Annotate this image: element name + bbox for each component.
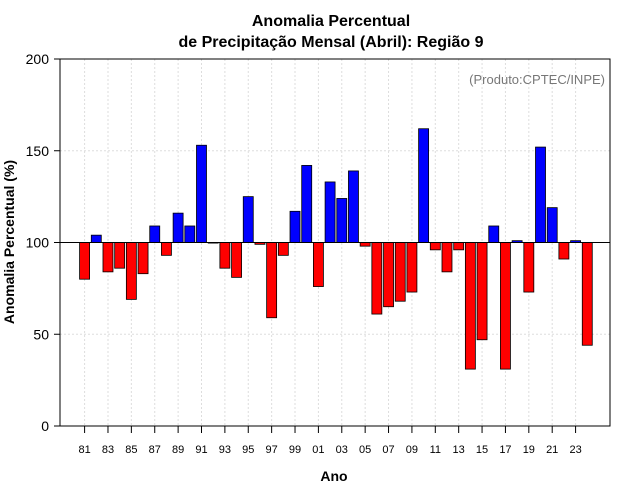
bar-1995 bbox=[242, 196, 254, 243]
bar-1986 bbox=[137, 242, 149, 275]
bar-2017 bbox=[500, 242, 511, 370]
bar-2021 bbox=[546, 207, 558, 243]
bar-2008 bbox=[394, 242, 406, 302]
bar-2024 bbox=[581, 242, 593, 346]
bar-1999 bbox=[289, 210, 301, 243]
x-tick-label: 05 bbox=[359, 444, 371, 456]
bar-2011 bbox=[429, 242, 441, 251]
y-tick-label: 0 bbox=[41, 418, 49, 434]
bar-1982 bbox=[90, 234, 102, 243]
chart-title-line2: de Precipitação Mensal (Abril): Região 9 bbox=[179, 34, 484, 51]
x-tick-label: 83 bbox=[102, 444, 114, 456]
x-tick-label: 21 bbox=[546, 444, 558, 456]
x-tick-label: 81 bbox=[78, 444, 90, 456]
x-tick-label: 13 bbox=[453, 444, 465, 456]
bar-2006 bbox=[371, 242, 383, 315]
x-tick-label: 97 bbox=[266, 444, 278, 456]
x-tick-label: 89 bbox=[172, 444, 184, 456]
x-tick-label: 11 bbox=[430, 444, 441, 456]
x-tick-label: 15 bbox=[476, 444, 488, 456]
bar-2015 bbox=[476, 242, 488, 341]
x-tick-label: 17 bbox=[499, 444, 511, 456]
bar-1993 bbox=[219, 242, 231, 269]
bar-2002 bbox=[324, 181, 336, 243]
bar-2020 bbox=[535, 146, 546, 243]
x-tick-label: 01 bbox=[312, 444, 324, 456]
bar-2019 bbox=[523, 242, 535, 293]
bar-2012 bbox=[441, 242, 453, 273]
x-axis: 81 83 85 87 89 91 93 95 97 99 01 03 05 07 09 11 13 15 17 19… bbox=[78, 426, 582, 456]
x-tick-label: 99 bbox=[289, 444, 301, 456]
bar-2003 bbox=[336, 198, 348, 243]
bar-2005 bbox=[359, 242, 371, 247]
y-tick-label: 50 bbox=[33, 326, 49, 342]
y-tick-label: 200 bbox=[26, 51, 50, 67]
bar-1991 bbox=[196, 144, 207, 243]
bar-2016 bbox=[488, 225, 500, 243]
bar-2001 bbox=[312, 242, 324, 287]
bar-2010 bbox=[418, 128, 430, 243]
y-tick-label: 150 bbox=[26, 143, 50, 159]
x-tick-label: 23 bbox=[569, 444, 581, 456]
bar-2007 bbox=[383, 242, 394, 308]
y-tick-label: 100 bbox=[26, 235, 50, 251]
bar-1998 bbox=[277, 242, 289, 256]
x-tick-label: 85 bbox=[125, 444, 137, 456]
x-tick-label: 91 bbox=[195, 444, 207, 456]
bar-1994 bbox=[231, 242, 242, 278]
bar-2014 bbox=[464, 242, 476, 370]
y-axis: 0 50 100 150 200 bbox=[26, 51, 60, 434]
bar-1988 bbox=[161, 242, 172, 256]
x-tick-label: 03 bbox=[336, 444, 348, 456]
bar-1983 bbox=[102, 242, 114, 273]
x-tick-label: 87 bbox=[149, 444, 161, 456]
x-tick-label: 09 bbox=[406, 444, 418, 456]
bars bbox=[79, 128, 593, 370]
bar-2004 bbox=[348, 170, 359, 243]
credit-label: (Produto:CPTEC/INPE) bbox=[469, 72, 605, 87]
x-axis-label: Ano bbox=[320, 468, 347, 484]
bar-1981 bbox=[79, 242, 90, 280]
bar-1987 bbox=[149, 225, 161, 243]
bar-2013 bbox=[453, 242, 465, 251]
chart-title-line1: Anomalia Percentual bbox=[252, 13, 410, 30]
bar-1997 bbox=[266, 242, 278, 319]
bar-2022 bbox=[558, 242, 570, 260]
x-tick-label: 07 bbox=[382, 444, 394, 456]
x-tick-label: 93 bbox=[219, 444, 231, 456]
bar-1989 bbox=[172, 212, 184, 243]
bar-1990 bbox=[184, 225, 196, 243]
bar-1984 bbox=[114, 242, 126, 269]
bar-2000 bbox=[301, 165, 313, 243]
bar-2009 bbox=[406, 242, 418, 293]
bar-1985 bbox=[125, 242, 137, 300]
y-axis-label: Anomalia Percentual (%) bbox=[1, 160, 17, 324]
x-tick-label: 95 bbox=[242, 444, 254, 456]
x-tick-label: 19 bbox=[523, 444, 535, 456]
